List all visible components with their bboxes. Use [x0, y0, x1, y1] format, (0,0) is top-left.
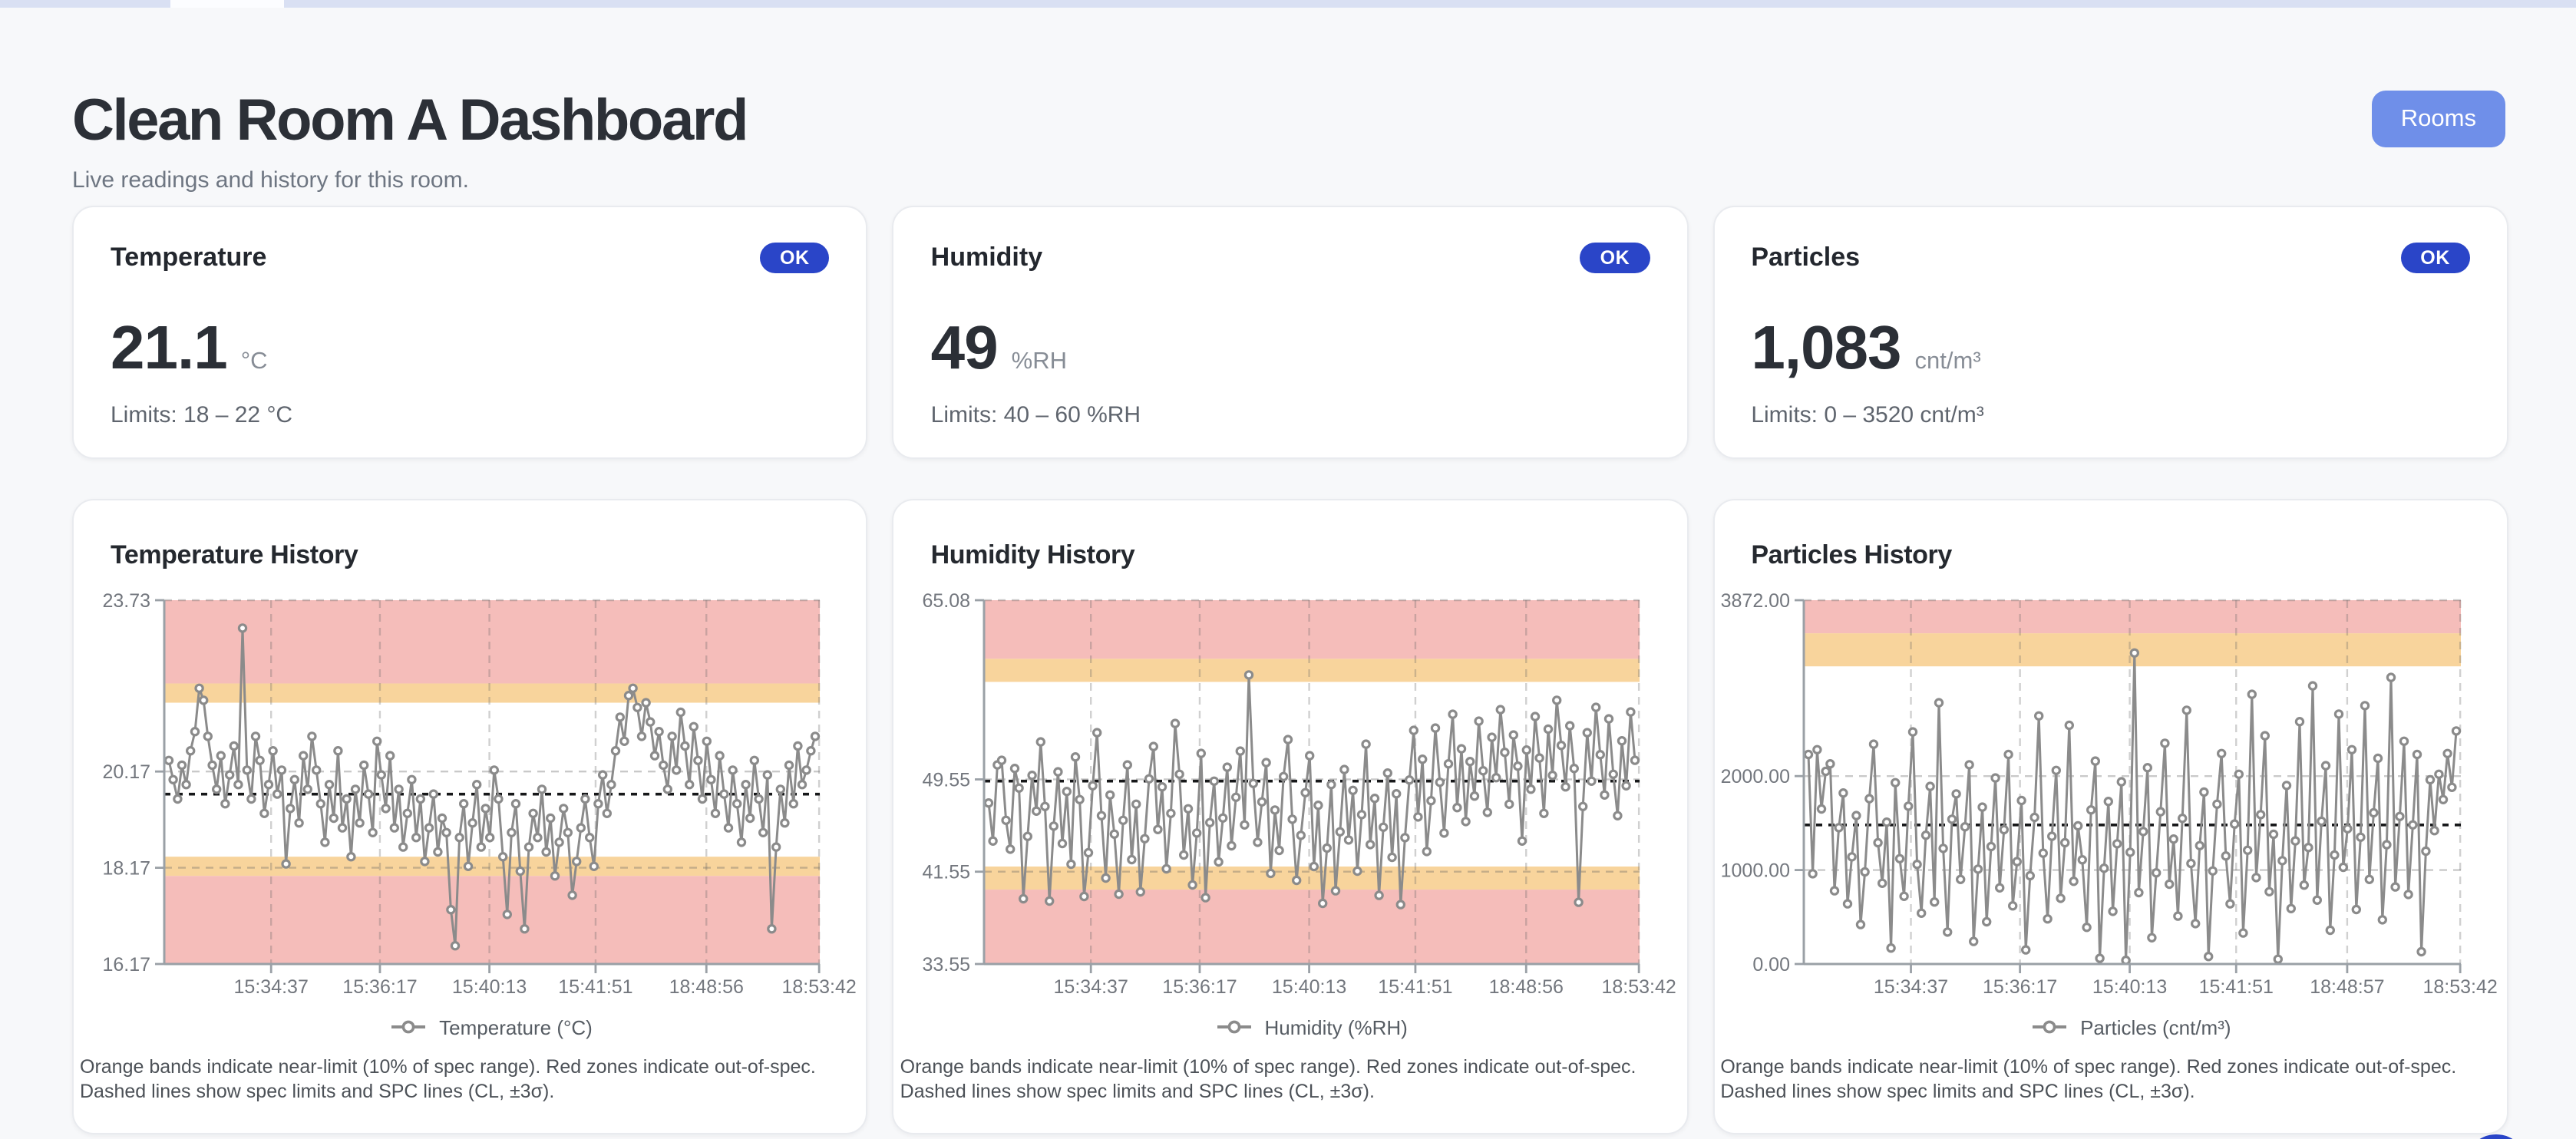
status-badge: OK	[1580, 243, 1650, 273]
svg-text:15:41:51: 15:41:51	[1379, 976, 1453, 998]
svg-text:18.17: 18.17	[102, 858, 150, 880]
svg-text:15:34:37: 15:34:37	[234, 976, 309, 998]
svg-text:3872.00: 3872.00	[1720, 590, 1789, 612]
legend-marker-icon	[1217, 1020, 1251, 1034]
svg-text:15:36:17: 15:36:17	[342, 976, 417, 998]
chart-title: Temperature History	[111, 540, 358, 570]
svg-text:23.73: 23.73	[102, 590, 150, 612]
page-subtitle: Live readings and history for this room.	[72, 167, 469, 193]
legend-label: Temperature (°C)	[439, 1015, 593, 1038]
temperature-history-chart: 15:34:37 15:36:17 15:40:13 15:41:51 18:48:56…	[102, 590, 856, 998]
svg-text:15:34:37: 15:34:37	[1873, 976, 1947, 998]
particles-card: Particles OK 1,083 cnt/m³ Limits: 0 – 35…	[1712, 206, 2508, 459]
svg-text:18:48:56: 18:48:56	[1489, 976, 1564, 998]
metric-value: 49	[930, 315, 999, 382]
temperature-history-card: Temperature History 15:34:37 15:36:17 15:4…	[72, 499, 868, 1134]
chart-title: Particles History	[1751, 540, 1952, 570]
metric-limits: Limits: 40 – 60 %RH	[930, 402, 1141, 428]
legend-label: Particles (cnt/m³)	[2080, 1015, 2231, 1038]
svg-text:1000.00: 1000.00	[1720, 860, 1789, 882]
status-badge: OK	[2400, 243, 2470, 273]
metric-label: Particles	[1751, 243, 1861, 272]
svg-text:33.55: 33.55	[923, 954, 971, 976]
rooms-button[interactable]: Rooms	[2371, 91, 2505, 147]
svg-text:15:34:37: 15:34:37	[1054, 976, 1128, 998]
metric-limits: Limits: 0 – 3520 cnt/m³	[1751, 402, 1984, 428]
metric-label: Temperature	[111, 243, 267, 272]
chart-caption: Orange bands indicate near-limit (10% of…	[900, 1056, 1636, 1101]
page-header: Clean Room A Dashboard Live readings and…	[72, 8, 2508, 206]
svg-text:18:48:56: 18:48:56	[669, 976, 744, 998]
svg-text:15:41:51: 15:41:51	[2198, 976, 2273, 998]
svg-text:18:53:42: 18:53:42	[781, 976, 856, 998]
temperature-card: Temperature OK 21.1 °C Limits: 18 – 22 °…	[72, 206, 868, 459]
svg-text:15:36:17: 15:36:17	[1163, 976, 1237, 998]
metric-limits: Limits: 18 – 22 °C	[111, 402, 293, 428]
legend-marker-icon	[391, 1020, 426, 1034]
svg-text:18:53:42: 18:53:42	[1602, 976, 1676, 998]
svg-text:18:48:57: 18:48:57	[2310, 976, 2384, 998]
metric-value: 21.1	[111, 315, 228, 382]
browser-tab-strip	[0, 0, 2576, 8]
svg-text:0.00: 0.00	[1752, 954, 1790, 976]
floating-action-button[interactable]	[2464, 1134, 2528, 1139]
svg-text:15:36:17: 15:36:17	[1982, 976, 2056, 998]
svg-text:16.17: 16.17	[102, 954, 150, 976]
legend-marker-icon	[2033, 1020, 2067, 1034]
humidity-history-chart: 15:34:37 15:36:17 15:40:13 15:41:51 18:48:56…	[923, 590, 1676, 998]
chart-caption: Orange bands indicate near-limit (10% of…	[80, 1056, 816, 1101]
chart-legend: Particles (cnt/m³)	[1803, 1015, 2460, 1039]
metric-value: 1,083	[1751, 315, 1901, 382]
chart-legend: Temperature (°C)	[164, 1015, 820, 1039]
svg-text:15:41:51: 15:41:51	[558, 976, 632, 998]
svg-text:65.08: 65.08	[923, 590, 971, 612]
chart-title: Humidity History	[930, 540, 1135, 570]
humidity-history-card: Humidity History 15:34:37 15:36:17 15:40:1…	[892, 499, 1689, 1134]
svg-text:41.55: 41.55	[923, 862, 971, 883]
metric-unit: °C	[240, 348, 268, 375]
chart-legend: Humidity (%RH)	[985, 1015, 1640, 1039]
svg-text:15:40:13: 15:40:13	[452, 976, 527, 998]
svg-text:2000.00: 2000.00	[1720, 766, 1789, 787]
svg-text:49.55: 49.55	[923, 769, 971, 791]
metric-unit: %RH	[1011, 348, 1067, 375]
humidity-card: Humidity OK 49 %RH Limits: 40 – 60 %RH	[892, 206, 1689, 459]
metric-label: Humidity	[930, 243, 1043, 272]
svg-text:15:40:13: 15:40:13	[1273, 976, 1347, 998]
legend-label: Humidity (%RH)	[1264, 1015, 1408, 1038]
chart-cards-row: Temperature History 15:34:37 15:36:17 15:4…	[72, 499, 2508, 1134]
chart-caption: Orange bands indicate near-limit (10% of…	[1720, 1056, 2457, 1101]
status-badge: OK	[759, 243, 830, 273]
particles-history-chart: 15:34:37 15:36:17 15:40:13 15:41:51 18:48:57…	[1720, 590, 2497, 998]
svg-text:20.17: 20.17	[102, 761, 150, 783]
svg-text:15:40:13: 15:40:13	[2092, 976, 2166, 998]
particles-history-card: Particles History 15:34:37 15:36:17 15:40:…	[1712, 499, 2508, 1134]
metric-unit: cnt/m³	[1914, 348, 1981, 375]
metric-cards-row: Temperature OK 21.1 °C Limits: 18 – 22 °…	[72, 206, 2508, 459]
svg-text:18:53:42: 18:53:42	[2422, 976, 2497, 998]
page-title: Clean Room A Dashboard	[72, 89, 748, 154]
active-tab-notch	[170, 0, 284, 8]
